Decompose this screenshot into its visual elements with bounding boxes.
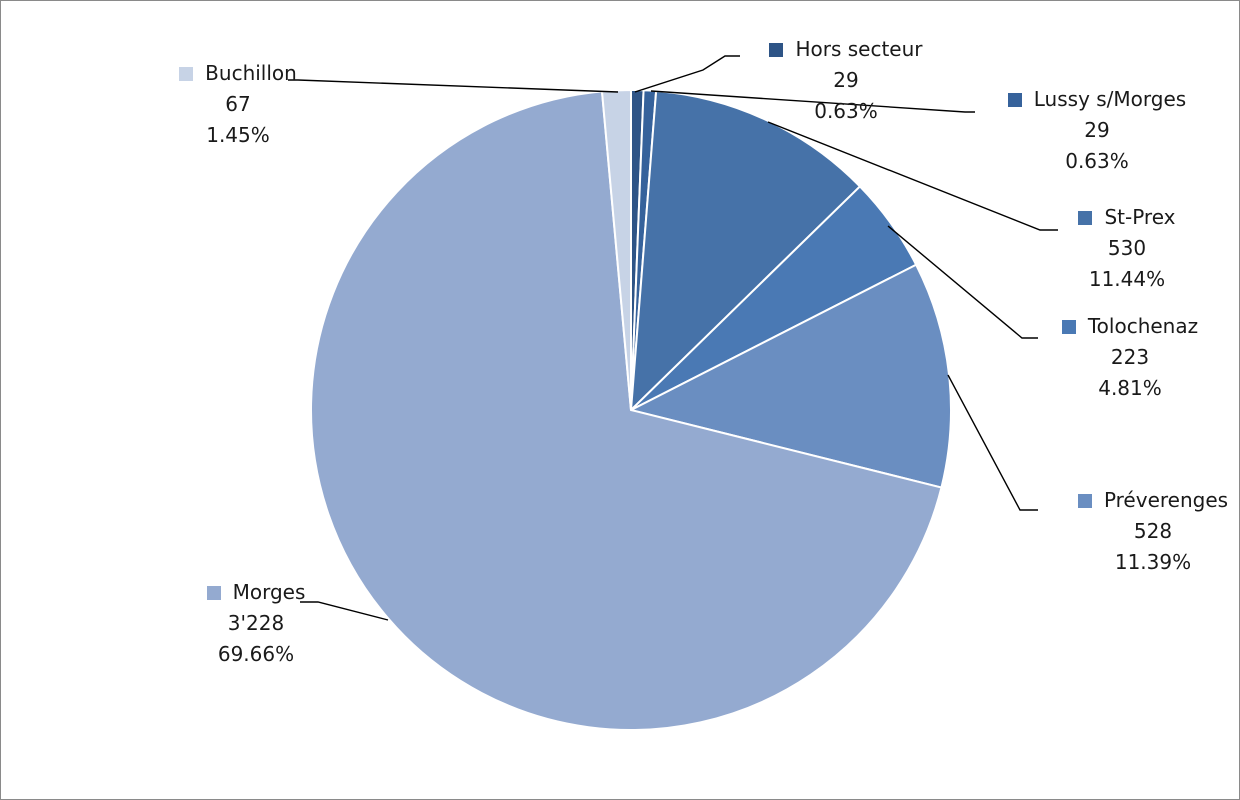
leader-line-preverenges: [947, 374, 1038, 511]
label-name-buchillon: Buchillon: [205, 61, 297, 85]
data-label-tolochenaz: Tolochenaz 223 4.81%: [1010, 311, 1240, 404]
data-label-morges: Morges 3'228 69.66%: [136, 577, 376, 670]
label-percent-st-prex: 11.44%: [1088, 267, 1166, 291]
leader-line-morges: [300, 601, 389, 621]
label-name-st-prex: St-Prex: [1104, 205, 1176, 229]
label-value-preverenges: 528: [1133, 519, 1173, 543]
label-name-hors-secteur: Hors secteur: [795, 37, 923, 61]
leader-line-st-prex: [767, 121, 1058, 231]
data-label-buchillon: Buchillon 67 1.45%: [118, 58, 358, 151]
label-percent-preverenges: 11.39%: [1114, 550, 1192, 574]
label-name-preverenges: Préverenges: [1103, 488, 1229, 512]
label-percent-lussy-s-morges: 0.63%: [1065, 149, 1129, 173]
legend-swatch-lussy-s-morges: [1007, 92, 1022, 107]
legend-swatch-preverenges: [1077, 493, 1092, 508]
label-percent-buchillon: 1.45%: [206, 123, 270, 147]
label-percent-hors-secteur: 0.63%: [814, 99, 878, 123]
legend-swatch-st-prex: [1078, 210, 1093, 225]
leader-line-lussy-s-morges: [650, 90, 975, 113]
leader-line-buchillon: [288, 79, 619, 93]
label-name-tolochenaz: Tolochenaz: [1087, 314, 1199, 338]
label-value-lussy-s-morges: 29: [1084, 118, 1110, 142]
pie-slice-morges: [310, 90, 943, 731]
label-value-tolochenaz: 223: [1110, 345, 1150, 369]
leader-line-hors-secteur: [634, 55, 740, 93]
label-value-buchillon: 67: [225, 92, 251, 116]
label-value-hors-secteur: 29: [833, 68, 859, 92]
label-percent-morges: 69.66%: [217, 642, 295, 666]
label-value-morges: 3'228: [227, 611, 285, 635]
label-percent-tolochenaz: 4.81%: [1098, 376, 1162, 400]
label-name-morges: Morges: [232, 580, 306, 604]
label-name-lussy-s-morges: Lussy s/Morges: [1033, 87, 1187, 111]
data-label-st-prex: St-Prex 530 11.44%: [1007, 202, 1240, 295]
legend-swatch-hors-secteur: [769, 42, 784, 57]
legend-swatch-buchillon: [179, 66, 194, 81]
data-label-lussy-s-morges: Lussy s/Morges 29 0.63%: [977, 84, 1217, 177]
legend-swatch-morges: [206, 585, 221, 600]
pie-slice-preverenges: [630, 263, 952, 489]
label-value-st-prex: 530: [1107, 236, 1147, 260]
data-label-preverenges: Préverenges 528 11.39%: [1033, 485, 1240, 578]
data-label-hors-secteur: Hors secteur 29 0.63%: [726, 34, 966, 127]
leader-line-tolochenaz: [887, 225, 1038, 339]
legend-swatch-tolochenaz: [1061, 319, 1076, 334]
